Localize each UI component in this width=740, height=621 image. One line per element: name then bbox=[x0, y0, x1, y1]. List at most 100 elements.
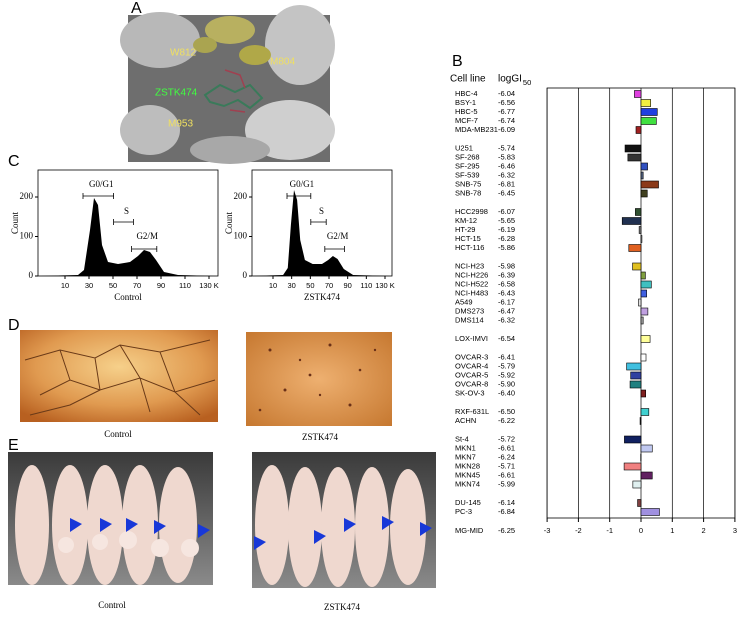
cell-line-name: NCI-H522 bbox=[455, 279, 488, 288]
histogram bbox=[252, 190, 391, 276]
log-gi50-value: -5.72 bbox=[498, 434, 515, 443]
log-gi50-value: -5.98 bbox=[498, 261, 515, 270]
bar bbox=[640, 508, 660, 516]
bar bbox=[640, 117, 657, 125]
cell-line-name: OVCAR-5 bbox=[455, 370, 488, 379]
mg-mid-label: MG-MID bbox=[455, 526, 484, 535]
bar bbox=[640, 271, 646, 280]
cell-line-name: HCT-116 bbox=[455, 243, 484, 252]
bar bbox=[640, 316, 644, 325]
caption: Control bbox=[114, 292, 142, 302]
residue-label: W812 bbox=[170, 48, 197, 59]
log-gi50-value: -6.07 bbox=[498, 207, 515, 216]
cell-line-name: St-4 bbox=[455, 434, 469, 443]
phase-bracket bbox=[324, 246, 345, 252]
bar bbox=[640, 335, 651, 343]
log-gi50-value: -5.90 bbox=[498, 379, 515, 388]
cell-line-name: NCI-H483 bbox=[455, 288, 488, 297]
y-tick-label: 0 bbox=[29, 270, 34, 280]
bar bbox=[638, 298, 642, 307]
caption: ZSTK474 bbox=[302, 432, 339, 442]
x-tick-label: 10 bbox=[269, 281, 277, 290]
log-gi50-value: -6.14 bbox=[498, 498, 515, 507]
bar bbox=[640, 171, 644, 180]
phase-bracket bbox=[131, 246, 158, 252]
bar bbox=[640, 280, 652, 289]
panel-label: A bbox=[131, 0, 142, 17]
bar bbox=[640, 180, 659, 189]
log-gi50-value: -6.28 bbox=[498, 234, 515, 243]
bar bbox=[640, 189, 648, 198]
panel-label: B bbox=[452, 53, 463, 70]
cell-line-name: MKN7 bbox=[455, 452, 476, 461]
tube-formation-image bbox=[20, 330, 392, 426]
caption: ZSTK474 bbox=[304, 292, 341, 302]
panel-label: D bbox=[8, 317, 20, 334]
log-gi50-value: -6.19 bbox=[498, 225, 515, 234]
residue-label: M804 bbox=[270, 57, 295, 68]
panel-label: E bbox=[8, 437, 19, 454]
cell-line-name: KM-12 bbox=[455, 216, 477, 225]
log-gi50-value: -6.22 bbox=[498, 416, 515, 425]
bar bbox=[640, 108, 658, 116]
plot-frame bbox=[251, 169, 393, 277]
log-gi50-value: -6.50 bbox=[498, 407, 515, 416]
log-gi50-value: -6.61 bbox=[498, 443, 515, 452]
cell-line-name: MDA-MB231 bbox=[455, 125, 498, 134]
cell-line-name: MKN1 bbox=[455, 443, 476, 452]
cell-line-name: SF-268 bbox=[455, 152, 480, 161]
log-gi50-value: -6.54 bbox=[498, 334, 515, 343]
x-tick-label: 0 bbox=[639, 526, 643, 535]
phase-bracket bbox=[113, 219, 134, 225]
cell-line-name: SNB-78 bbox=[455, 188, 481, 197]
log-gi50-value: -6.41 bbox=[498, 352, 515, 361]
log-gi50-value: -6.40 bbox=[498, 388, 515, 397]
log-gi50-value: -6.84 bbox=[498, 507, 515, 516]
phase-bracket bbox=[286, 193, 312, 199]
cell-line-name: NCI-H226 bbox=[455, 270, 488, 279]
phase-label: S bbox=[124, 206, 129, 216]
bar bbox=[637, 499, 642, 507]
cell-line-name: OVCAR-4 bbox=[455, 361, 488, 370]
log-gi50-value: -5.65 bbox=[498, 216, 515, 225]
bar bbox=[638, 226, 642, 234]
log-gi50-value: -5.83 bbox=[498, 152, 515, 161]
log-gi50-value: -5.74 bbox=[498, 143, 515, 152]
cell-line-name: SK-OV-3 bbox=[455, 388, 485, 397]
x-tick-label: 1 bbox=[670, 526, 674, 535]
cell-line-name: BSY-1 bbox=[455, 98, 476, 107]
x-tick-label: 130 K bbox=[199, 281, 219, 290]
column-header-subscript: 50 bbox=[523, 78, 531, 87]
x-tick-label: 130 K bbox=[375, 281, 395, 290]
bar bbox=[634, 90, 642, 98]
cell-line-name: HT-29 bbox=[455, 225, 475, 234]
x-tick-label: 3 bbox=[733, 526, 737, 535]
cell-line-name: RXF-631L bbox=[455, 407, 489, 416]
y-tick-label: 100 bbox=[20, 231, 34, 241]
plot-frame bbox=[37, 169, 219, 277]
log-gi50-value: -6.47 bbox=[498, 306, 515, 315]
mice-image bbox=[8, 452, 436, 588]
log-gi50-value: -6.17 bbox=[498, 297, 515, 306]
bar bbox=[630, 371, 642, 380]
cell-line-name: LOX-IMVI bbox=[455, 334, 488, 343]
cell-line-name: SF-295 bbox=[455, 161, 480, 170]
column-header: Cell line bbox=[450, 74, 486, 85]
bar bbox=[632, 262, 642, 271]
x-tick-label: 110 bbox=[179, 281, 191, 290]
log-gi50-value: -6.81 bbox=[498, 179, 515, 188]
x-tick-label: 70 bbox=[133, 281, 141, 290]
x-tick-label: 50 bbox=[109, 281, 117, 290]
log-gi50-value: -6.46 bbox=[498, 161, 515, 170]
cell-line-name: MCF-7 bbox=[455, 116, 478, 125]
bar bbox=[626, 362, 642, 371]
cell-line-name: NCI-H23 bbox=[455, 261, 484, 270]
log-gi50-value: -6.32 bbox=[498, 170, 515, 179]
cell-line-name: MKN74 bbox=[455, 479, 480, 488]
column-header: logGI bbox=[498, 74, 522, 85]
log-gi50-value: -5.71 bbox=[498, 461, 515, 470]
cell-line-name: DU-145 bbox=[455, 498, 481, 507]
axis-label: Count bbox=[10, 212, 20, 235]
cell-line-name: HCT-15 bbox=[455, 234, 481, 243]
bar bbox=[635, 126, 642, 134]
